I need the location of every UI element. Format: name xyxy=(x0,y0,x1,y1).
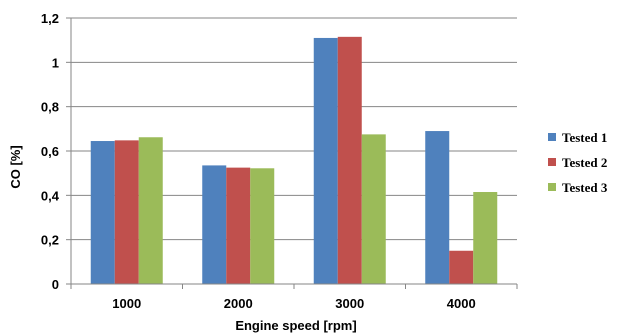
bar xyxy=(473,192,498,284)
y-tick-label: 1,2 xyxy=(41,11,59,26)
bar xyxy=(313,37,338,285)
x-tick-labels: 1000 2000 3000 4000 xyxy=(112,296,475,311)
y-tick-label: 0,6 xyxy=(41,144,59,159)
bar xyxy=(114,140,139,284)
legend-swatch xyxy=(548,158,556,166)
y-tick-label: 0,4 xyxy=(41,188,60,203)
y-axis-title: CO [%] xyxy=(8,145,23,188)
legend-label: Tested 3 xyxy=(562,180,608,195)
bar xyxy=(202,165,227,284)
y-tick-label: 0,8 xyxy=(41,100,59,115)
bar xyxy=(138,137,163,284)
legend: Tested 1 Tested 2 Tested 3 xyxy=(548,130,608,195)
y-tick-labels: 0 0,2 0,4 0,6 0,8 1 1,2 xyxy=(41,11,60,292)
bar xyxy=(361,134,386,284)
x-axis-title: Engine speed [rpm] xyxy=(235,318,356,333)
y-tick-label: 1 xyxy=(52,55,59,70)
bar xyxy=(90,141,115,284)
x-tick-label: 2000 xyxy=(224,296,253,311)
bar xyxy=(449,250,474,284)
x-tick-label: 1000 xyxy=(112,296,141,311)
legend-label: Tested 2 xyxy=(562,155,607,170)
legend-label: Tested 1 xyxy=(562,130,607,145)
bar xyxy=(337,36,362,284)
x-tick-label: 4000 xyxy=(447,296,476,311)
x-tick-label: 3000 xyxy=(335,296,364,311)
bar xyxy=(425,131,450,284)
axes xyxy=(70,18,518,289)
bar xyxy=(226,167,251,284)
legend-swatch xyxy=(548,183,556,191)
bars-group xyxy=(90,36,498,285)
legend-swatch xyxy=(548,133,556,141)
bar xyxy=(250,168,275,284)
y-tick-label: 0,2 xyxy=(41,233,59,248)
y-tick-label: 0 xyxy=(52,277,59,292)
